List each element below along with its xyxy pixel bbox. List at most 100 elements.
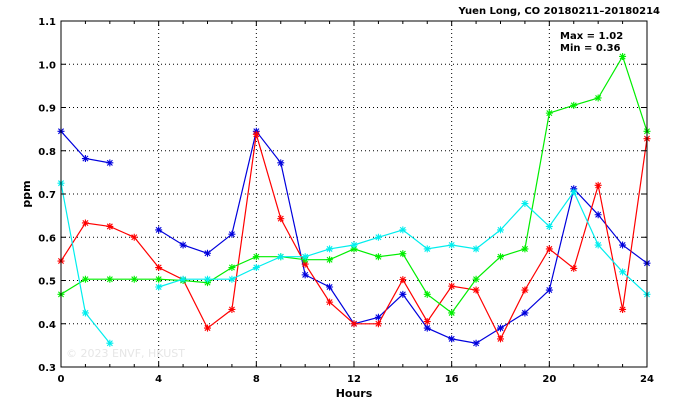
x-tick-label: 0 xyxy=(58,374,65,385)
data-point xyxy=(594,181,602,189)
data-point xyxy=(399,250,407,258)
max-label: Max = 1.02 xyxy=(560,31,623,42)
chart-title: Yuen Long, CO 20180211–20180214 xyxy=(458,6,661,17)
x-tick-label: 4 xyxy=(155,374,162,385)
data-point xyxy=(521,309,529,317)
watermark: © 2023 ENVF, HKUST xyxy=(66,347,185,360)
x-tick-label: 12 xyxy=(347,374,361,385)
series-line xyxy=(60,134,648,341)
data-point xyxy=(155,283,163,291)
y-tick-label: 1.1 xyxy=(38,17,56,28)
data-point xyxy=(619,305,627,313)
data-point xyxy=(155,275,163,283)
series-line xyxy=(60,183,111,344)
y-axis-label: ppm xyxy=(20,180,33,207)
data-point xyxy=(619,241,627,249)
data-point xyxy=(228,230,236,238)
data-point xyxy=(521,200,529,208)
data-point xyxy=(228,264,236,272)
series-1 xyxy=(57,130,651,343)
data-point xyxy=(448,309,456,317)
data-point xyxy=(448,241,456,249)
y-tick-label: 0.4 xyxy=(38,320,56,331)
data-point xyxy=(570,188,578,196)
data-point xyxy=(81,309,89,317)
data-point xyxy=(106,159,114,167)
data-point xyxy=(106,222,114,230)
data-point xyxy=(399,226,407,234)
data-point xyxy=(155,226,163,234)
data-point xyxy=(301,271,309,279)
data-point xyxy=(326,298,334,306)
data-point xyxy=(448,282,456,290)
min-label: Min = 0.36 xyxy=(560,43,621,54)
data-point xyxy=(521,245,529,253)
data-point xyxy=(81,275,89,283)
data-point xyxy=(179,241,187,249)
data-point xyxy=(423,245,431,253)
data-point xyxy=(497,335,504,343)
data-point xyxy=(472,245,480,253)
data-point xyxy=(326,283,334,291)
data-point xyxy=(545,222,553,230)
data-point xyxy=(301,260,309,268)
data-point xyxy=(374,313,382,321)
data-point xyxy=(130,233,138,241)
x-axis-label: Hours xyxy=(336,387,373,400)
series-group xyxy=(57,52,651,347)
data-point xyxy=(472,286,480,294)
data-point xyxy=(326,256,334,264)
data-point xyxy=(545,245,553,253)
data-point xyxy=(374,233,382,241)
data-point xyxy=(594,94,602,102)
data-point xyxy=(619,268,627,276)
data-point xyxy=(497,324,504,332)
data-point xyxy=(472,339,480,347)
data-point xyxy=(277,253,285,261)
data-point xyxy=(399,290,407,298)
data-point xyxy=(497,226,504,234)
ticks: 0 4 8 12 16 20 24 0.3 0.4 0.5 0.6 0.7 0.8 0.9 1.0 1.1 xyxy=(38,17,654,385)
data-point xyxy=(204,275,211,283)
data-point xyxy=(497,253,504,261)
data-point xyxy=(179,275,187,283)
y-tick-label: 0.6 xyxy=(38,233,56,244)
data-point xyxy=(374,253,382,261)
series-2 xyxy=(57,52,651,317)
data-point xyxy=(619,52,627,60)
data-point xyxy=(252,253,260,261)
y-tick-label: 0.9 xyxy=(38,104,56,115)
y-tick-label: 0.7 xyxy=(38,190,56,201)
data-point xyxy=(423,290,431,298)
data-point xyxy=(204,324,211,332)
data-point xyxy=(155,264,163,272)
x-tick-label: 16 xyxy=(445,374,459,385)
data-point xyxy=(204,249,211,257)
data-point xyxy=(81,155,89,163)
data-point xyxy=(570,101,578,109)
data-point xyxy=(277,159,285,167)
grid xyxy=(61,21,647,367)
y-tick-label: 0.8 xyxy=(38,147,56,158)
x-tick-label: 8 xyxy=(253,374,260,385)
data-point xyxy=(252,130,260,138)
y-tick-label: 1.0 xyxy=(38,60,56,71)
data-point xyxy=(81,219,89,227)
y-tick-label: 0.5 xyxy=(38,277,56,288)
data-point xyxy=(252,264,260,272)
data-point xyxy=(277,215,285,223)
x-tick-label: 24 xyxy=(640,374,654,385)
data-point xyxy=(545,109,553,117)
data-point xyxy=(545,286,553,294)
data-point xyxy=(130,275,138,283)
data-point xyxy=(301,253,309,261)
data-point xyxy=(521,286,529,294)
data-point xyxy=(350,320,358,328)
data-point xyxy=(374,320,382,328)
data-point xyxy=(594,241,602,249)
data-point xyxy=(423,318,431,326)
x-tick-label: 20 xyxy=(542,374,556,385)
data-point xyxy=(326,245,334,253)
series-line xyxy=(60,55,648,314)
